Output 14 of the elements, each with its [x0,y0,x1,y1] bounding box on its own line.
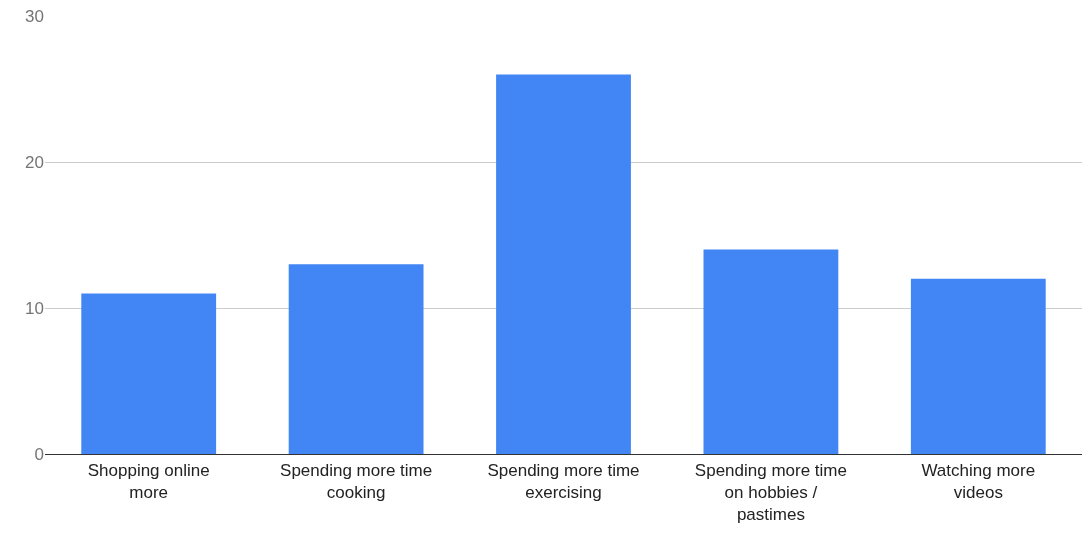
bar [910,278,1046,454]
x-tick-label: Shopping online more [87,460,210,502]
bar [288,264,424,454]
bar [81,293,217,454]
y-tick-label: 30 [25,6,44,26]
x-tick-label: Spending more time on hobbies / pastimes [694,460,847,524]
y-tick-label: 0 [34,444,44,464]
x-tick-label: Watching more videos [921,460,1036,502]
bar [703,249,839,454]
x-tick-label: Spending more time exercising [487,460,640,502]
y-tick-label: 20 [25,152,44,172]
x-tick-label: Spending more time cooking [280,460,433,502]
y-tick-label: 10 [25,298,44,318]
bar [496,74,631,454]
